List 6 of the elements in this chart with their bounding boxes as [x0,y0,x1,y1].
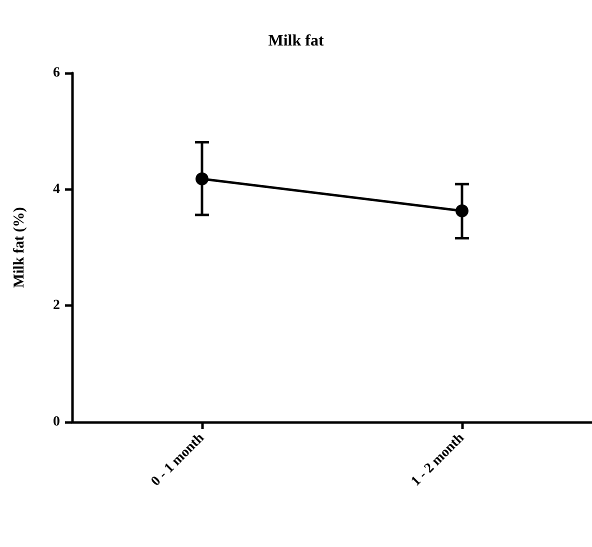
y-tick-label: 2 [53,298,60,314]
y-tick-label: 6 [53,66,60,80]
y-tick-label: 4 [53,182,60,197]
y-axis-title: Milk fat (%) [12,207,28,288]
chart-title: Milk fat [268,32,324,50]
y-tick-label: 0 [53,414,60,430]
